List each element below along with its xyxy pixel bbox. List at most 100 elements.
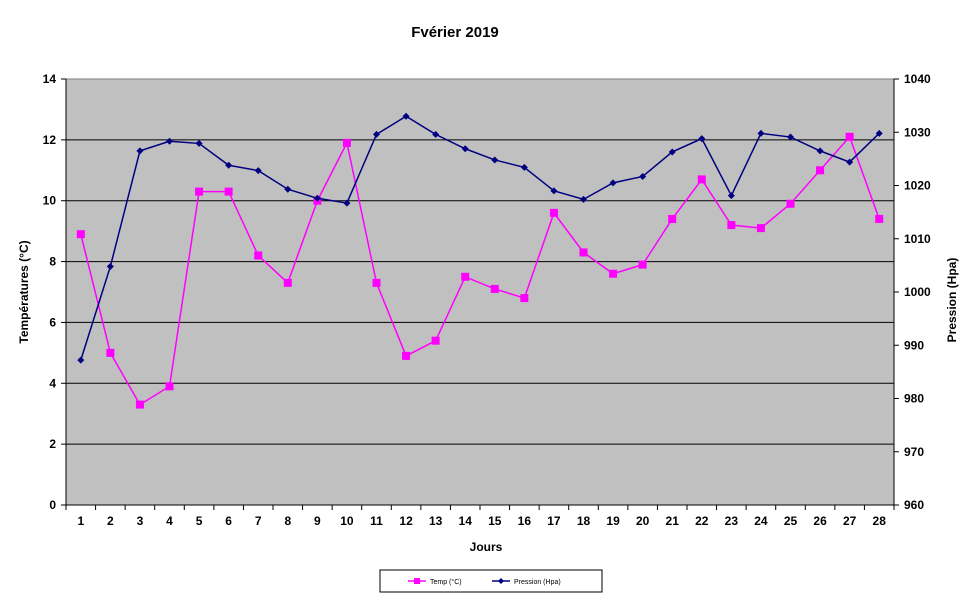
data-point bbox=[136, 147, 144, 155]
data-point bbox=[432, 130, 440, 138]
data-point bbox=[77, 356, 85, 364]
x-axis-label: Jours bbox=[470, 540, 503, 554]
data-point bbox=[639, 172, 647, 180]
x-tick-label: 17 bbox=[547, 514, 561, 528]
data-point bbox=[284, 185, 292, 193]
x-tick-label: 14 bbox=[459, 514, 473, 528]
x-tick-label: 20 bbox=[636, 514, 650, 528]
y2-tick-label: 1030 bbox=[904, 125, 931, 139]
data-point bbox=[224, 187, 233, 196]
grid-lines bbox=[66, 139, 894, 445]
data-point bbox=[195, 187, 204, 196]
x-tick-label: 18 bbox=[577, 514, 591, 528]
y-tick-label: 10 bbox=[43, 194, 57, 208]
x-tick-label: 2 bbox=[107, 514, 114, 528]
legend-label: Temp (°C) bbox=[430, 578, 462, 586]
y-axis-label: Températures (°C) bbox=[17, 240, 31, 343]
chart-title: Fvérier 2019 bbox=[411, 24, 499, 41]
y2-tick-label: 1010 bbox=[904, 232, 931, 246]
data-point bbox=[342, 138, 351, 147]
x-tick-label: 12 bbox=[399, 514, 413, 528]
x-tick-label: 8 bbox=[284, 514, 291, 528]
data-point bbox=[668, 214, 677, 223]
data-point bbox=[816, 166, 825, 175]
data-point bbox=[580, 195, 587, 203]
data-point bbox=[787, 133, 794, 141]
data-point bbox=[135, 400, 144, 409]
data-point bbox=[816, 147, 824, 155]
x-tick-label: 9 bbox=[314, 514, 321, 528]
data-point bbox=[520, 163, 528, 171]
data-point bbox=[166, 137, 173, 145]
data-point bbox=[845, 132, 854, 141]
axes: 0246810121496097098099010001010102010301… bbox=[43, 72, 931, 528]
data-point bbox=[757, 129, 765, 137]
data-point bbox=[668, 148, 676, 156]
data-point bbox=[875, 214, 884, 223]
data-point bbox=[76, 230, 85, 239]
y2-tick-label: 960 bbox=[904, 498, 924, 512]
data-point bbox=[225, 161, 233, 169]
y-tick-label: 14 bbox=[43, 72, 57, 86]
data-point bbox=[254, 251, 263, 260]
y-tick-label: 6 bbox=[49, 315, 56, 329]
y2-tick-label: 1000 bbox=[904, 285, 931, 299]
data-point bbox=[254, 167, 262, 175]
data-point bbox=[373, 130, 380, 138]
data-point bbox=[609, 269, 618, 278]
data-point bbox=[106, 262, 114, 270]
data-point bbox=[579, 248, 588, 257]
x-tick-label: 15 bbox=[488, 514, 502, 528]
data-point bbox=[550, 187, 558, 195]
x-tick-label: 26 bbox=[813, 514, 827, 528]
y2-tick-label: 1020 bbox=[904, 179, 931, 193]
legend-marker bbox=[414, 578, 420, 584]
data-point bbox=[165, 382, 174, 391]
x-tick-label: 13 bbox=[429, 514, 443, 528]
y2-tick-label: 1040 bbox=[904, 72, 931, 86]
series-layer bbox=[76, 112, 884, 409]
data-point bbox=[195, 139, 203, 147]
y-tick-label: 2 bbox=[49, 437, 56, 451]
data-point bbox=[698, 135, 706, 143]
data-point bbox=[609, 179, 617, 187]
series-line bbox=[80, 115, 880, 361]
y2-tick-label: 990 bbox=[904, 338, 924, 352]
x-tick-label: 6 bbox=[225, 514, 232, 528]
x-tick-label: 10 bbox=[340, 514, 354, 528]
x-tick-label: 24 bbox=[754, 514, 768, 528]
x-tick-label: 16 bbox=[518, 514, 532, 528]
data-point bbox=[490, 284, 499, 293]
y-tick-label: 4 bbox=[49, 376, 56, 390]
data-point bbox=[461, 272, 470, 281]
data-point bbox=[549, 208, 558, 217]
legend-box bbox=[379, 569, 603, 593]
data-point bbox=[402, 351, 411, 360]
x-tick-label: 23 bbox=[725, 514, 739, 528]
data-point bbox=[402, 112, 410, 120]
x-tick-label: 21 bbox=[666, 514, 680, 528]
data-point bbox=[372, 278, 381, 287]
legend: Temp (°C) Pression (Hpa) bbox=[379, 569, 603, 593]
x-tick-label: 19 bbox=[606, 514, 620, 528]
y-tick-label: 0 bbox=[49, 498, 56, 512]
y-tick-label: 8 bbox=[49, 255, 56, 269]
data-point bbox=[727, 192, 735, 200]
x-tick-label: 7 bbox=[255, 514, 262, 528]
x-tick-label: 5 bbox=[196, 514, 203, 528]
x-tick-label: 4 bbox=[166, 514, 173, 528]
x-tick-label: 25 bbox=[784, 514, 798, 528]
y2-axis-label: Pression (Hpa) bbox=[945, 258, 959, 343]
y2-tick-label: 980 bbox=[904, 392, 924, 406]
x-tick-label: 3 bbox=[137, 514, 144, 528]
data-point bbox=[106, 348, 115, 357]
data-point bbox=[756, 224, 765, 233]
x-tick-label: 22 bbox=[695, 514, 709, 528]
data-point bbox=[727, 221, 736, 230]
data-point bbox=[431, 336, 440, 345]
data-point bbox=[786, 199, 795, 208]
x-tick-label: 11 bbox=[370, 514, 383, 528]
x-tick-label: 28 bbox=[873, 514, 887, 528]
series-line bbox=[80, 135, 880, 406]
